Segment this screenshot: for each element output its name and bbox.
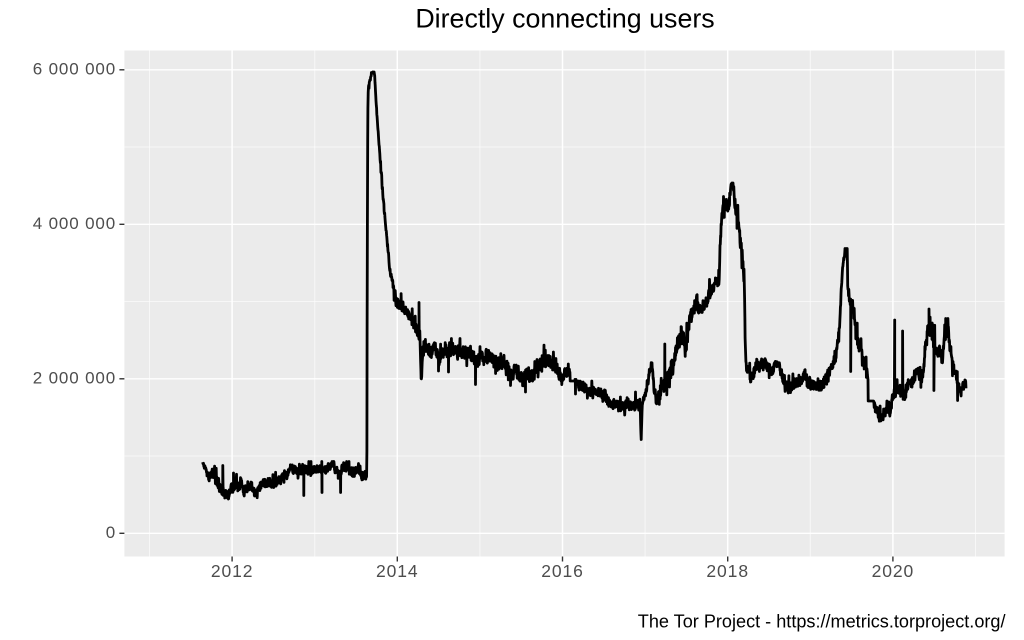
svg-text:2014: 2014 — [376, 561, 419, 581]
svg-text:2018: 2018 — [706, 561, 749, 581]
svg-text:2016: 2016 — [541, 561, 584, 581]
svg-text:Directly connecting users: Directly connecting users — [415, 3, 714, 33]
svg-text:2 000 000: 2 000 000 — [33, 369, 116, 388]
svg-text:2012: 2012 — [211, 561, 254, 581]
svg-text:The Tor Project - https://metr: The Tor Project - https://metrics.torpro… — [638, 611, 1007, 631]
svg-text:0: 0 — [106, 523, 116, 542]
svg-text:4 000 000: 4 000 000 — [33, 214, 116, 233]
svg-text:6 000 000: 6 000 000 — [33, 60, 116, 79]
svg-text:2020: 2020 — [872, 561, 915, 581]
